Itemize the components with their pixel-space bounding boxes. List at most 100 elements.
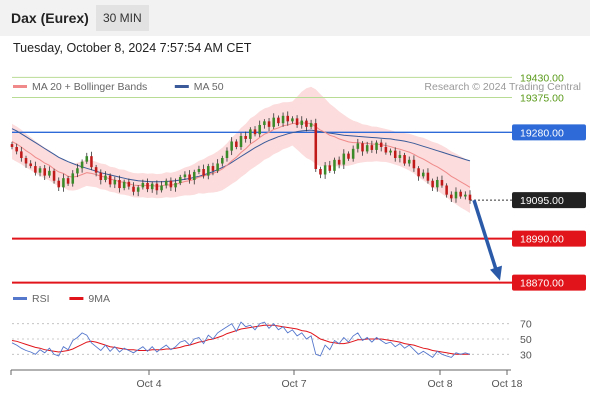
candle-body-76 [361, 143, 364, 152]
candle-body-23 [113, 180, 117, 185]
candle-body-10 [52, 170, 56, 181]
candle-body-48 [230, 141, 233, 151]
candle-body-59 [281, 115, 285, 124]
bollinger-band [12, 86, 470, 213]
candle-body-91 [431, 180, 434, 188]
rsi-legend-label-1: RSI [32, 293, 50, 305]
legend-label-2: MA 50 [194, 81, 224, 93]
candle-body-25 [122, 181, 126, 189]
level-label-19095.00: 19095.00 [520, 195, 564, 207]
candle-body-20 [99, 172, 103, 180]
candle-body-29 [141, 182, 145, 188]
candle-body-34 [164, 180, 168, 186]
candle-body-27 [132, 186, 135, 192]
rsi-9ma-line [11, 324, 470, 355]
candle-body-33 [160, 185, 163, 191]
candle-body-67 [319, 169, 322, 175]
legend-label-1: MA 20 + Bollinger Bands [32, 81, 147, 93]
candle-body-90 [426, 172, 430, 181]
forecast-arrow-head [490, 265, 502, 281]
candle-body-94 [445, 185, 448, 195]
candle-body-7 [38, 168, 42, 173]
level-badge-19280.00 [512, 124, 586, 141]
ma20-line [11, 122, 471, 188]
candle-body-74 [351, 148, 355, 159]
candle-body-14 [71, 173, 75, 184]
candle-body-98 [464, 194, 467, 197]
candle-body-89 [421, 172, 425, 177]
candle-body-65 [309, 123, 313, 127]
candle-body-80 [379, 142, 383, 147]
rsi-legend-swatch-2 [69, 297, 84, 300]
candle-body-46 [221, 158, 224, 164]
candle-body-96 [454, 191, 458, 199]
candle-body-79 [375, 142, 378, 150]
forecast-arrow-shaft [472, 199, 499, 274]
candle-body-44 [211, 166, 215, 171]
rsi-legend-swatch-1 [13, 297, 27, 300]
candle-body-31 [150, 183, 154, 190]
level-badge-18870.00 [512, 274, 586, 291]
candle-body-17 [85, 156, 89, 162]
candle-body-11 [57, 180, 61, 188]
candle-body-24 [118, 180, 121, 189]
candle-body-50 [239, 136, 243, 147]
level-label-19280.00: 19280.00 [520, 127, 564, 139]
candle-body-16 [80, 161, 84, 169]
candle-body-69 [328, 165, 332, 171]
candle-body-63 [300, 120, 304, 125]
candle-body-12 [62, 178, 65, 188]
candle-body-32 [155, 183, 159, 191]
candle-body-99 [468, 194, 472, 201]
rsi-line [11, 321, 471, 359]
legend-swatch-1 [13, 85, 27, 88]
candle-body-49 [235, 141, 238, 147]
timeframe-button[interactable]: 30 MIN [96, 5, 149, 31]
rsi-tick-30: 30 [520, 349, 532, 361]
candle-body-18 [90, 156, 93, 168]
instrument-title: Dax (Eurex) [11, 10, 89, 26]
x-tick-label-1: Oct 4 [136, 378, 161, 390]
candle-body-56 [267, 121, 271, 127]
candle-body-30 [146, 182, 149, 190]
level-badge-18990.00 [512, 230, 586, 247]
candle-body-55 [263, 121, 266, 125]
header-bar: Dax (Eurex) 30 MIN [0, 0, 590, 36]
x-tick-label-4: Oct 18 [492, 378, 523, 390]
candle-body-73 [347, 153, 350, 159]
candle-body-45 [216, 163, 219, 171]
candle-body-86 [407, 159, 411, 164]
candle-body-78 [370, 145, 374, 150]
level-label-18990.00: 18990.00 [520, 234, 564, 246]
candle-body-19 [94, 167, 98, 173]
candle-body-93 [440, 180, 444, 186]
candle-body-68 [323, 165, 327, 175]
rsi-legend-label-2: 9MA [88, 293, 110, 305]
candle-body-84 [398, 155, 402, 158]
candle-body-22 [108, 175, 112, 185]
candle-body-51 [244, 136, 247, 139]
candle-body-66 [314, 123, 318, 169]
candle-body-92 [436, 180, 439, 188]
candle-body-61 [291, 118, 294, 122]
candle-body-4 [24, 158, 28, 164]
candle-body-28 [136, 187, 140, 192]
level-label-18870.00: 18870.00 [520, 278, 564, 290]
level-label-19375.00: 19375.00 [520, 93, 564, 105]
candle-body-62 [295, 118, 299, 125]
candle-body-35 [169, 180, 173, 188]
candle-body-64 [305, 120, 308, 127]
candle-body-81 [384, 147, 388, 153]
candle-body-88 [417, 168, 420, 177]
candle-body-60 [286, 115, 290, 122]
candle-body-87 [412, 159, 416, 169]
candle-body-15 [76, 168, 79, 174]
report-datetime: Tuesday, October 8, 2024 7:57:54 AM CET [13, 41, 252, 55]
candle-body-85 [403, 155, 406, 164]
candle-body-6 [34, 166, 37, 173]
candle-body-3 [20, 151, 23, 158]
ma50-line [11, 128, 471, 183]
candle-body-54 [258, 125, 261, 135]
candle-body-82 [389, 150, 392, 153]
candle-body-38 [183, 174, 187, 178]
